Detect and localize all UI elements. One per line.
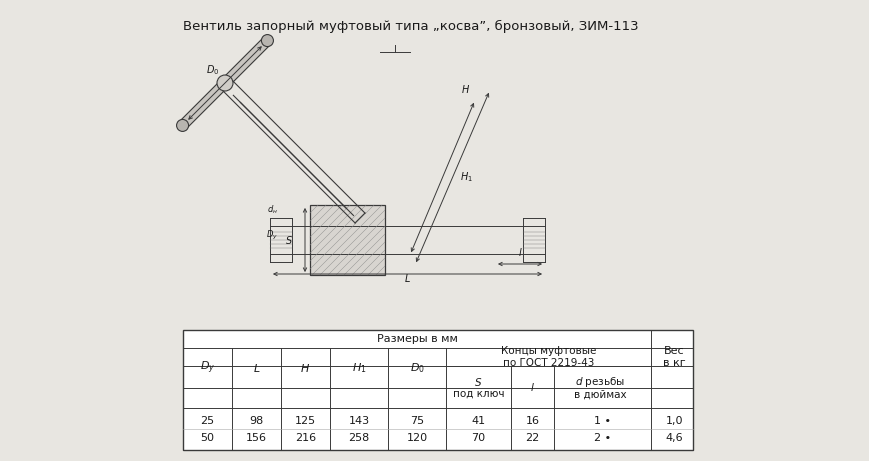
- Circle shape: [261, 35, 273, 47]
- Text: 4,6: 4,6: [665, 433, 682, 443]
- Text: $H_1$: $H_1$: [460, 171, 473, 184]
- Text: 156: 156: [246, 433, 267, 443]
- Text: $H_1$: $H_1$: [351, 361, 366, 375]
- Text: Концы муфтовые
по ГОСТ 2219-43: Концы муфтовые по ГОСТ 2219-43: [501, 346, 595, 368]
- Text: $D_y$: $D_y$: [200, 360, 215, 376]
- Text: 75: 75: [409, 416, 423, 426]
- Bar: [309, 205, 385, 275]
- Text: 143: 143: [348, 416, 369, 426]
- Text: $S$
под ключ: $S$ под ключ: [452, 376, 504, 398]
- Text: $H$: $H$: [461, 83, 469, 95]
- Text: $D_y$: $D_y$: [266, 228, 278, 242]
- Circle shape: [176, 119, 189, 131]
- Text: $d$ резьбы
в дюймах: $d$ резьбы в дюймах: [573, 375, 626, 399]
- Text: $S$: $S$: [285, 234, 293, 246]
- Text: 22: 22: [525, 433, 539, 443]
- Text: 98: 98: [249, 416, 263, 426]
- Text: 50: 50: [200, 433, 215, 443]
- Text: $D_0$: $D_0$: [409, 361, 424, 375]
- Text: 1 •: 1 •: [594, 416, 610, 426]
- Circle shape: [216, 75, 233, 91]
- Text: 25: 25: [200, 416, 215, 426]
- Text: $D_0$: $D_0$: [206, 63, 220, 77]
- Bar: [182, 330, 693, 450]
- Text: 70: 70: [471, 433, 485, 443]
- Text: 2 •: 2 •: [594, 433, 610, 443]
- Text: 16: 16: [525, 416, 539, 426]
- Text: 41: 41: [471, 416, 485, 426]
- Text: $L$: $L$: [252, 362, 260, 374]
- Text: 216: 216: [295, 433, 315, 443]
- Text: Размеры в мм: Размеры в мм: [376, 334, 457, 344]
- Polygon shape: [179, 37, 270, 129]
- Text: $d_н$: $d_н$: [266, 203, 277, 215]
- Text: $H$: $H$: [300, 362, 310, 374]
- Text: 258: 258: [348, 433, 369, 443]
- Text: $l$: $l$: [517, 246, 521, 258]
- Text: $l$: $l$: [529, 381, 534, 393]
- Text: Вес
в кг: Вес в кг: [662, 346, 685, 368]
- Text: 1,0: 1,0: [665, 416, 682, 426]
- Text: 125: 125: [295, 416, 315, 426]
- Text: Вентиль запорный муфтовый типа „косва”, бронзовый, ЗИМ-113: Вентиль запорный муфтовый типа „косва”, …: [182, 20, 638, 33]
- Text: 120: 120: [406, 433, 427, 443]
- Text: $L$: $L$: [403, 272, 410, 284]
